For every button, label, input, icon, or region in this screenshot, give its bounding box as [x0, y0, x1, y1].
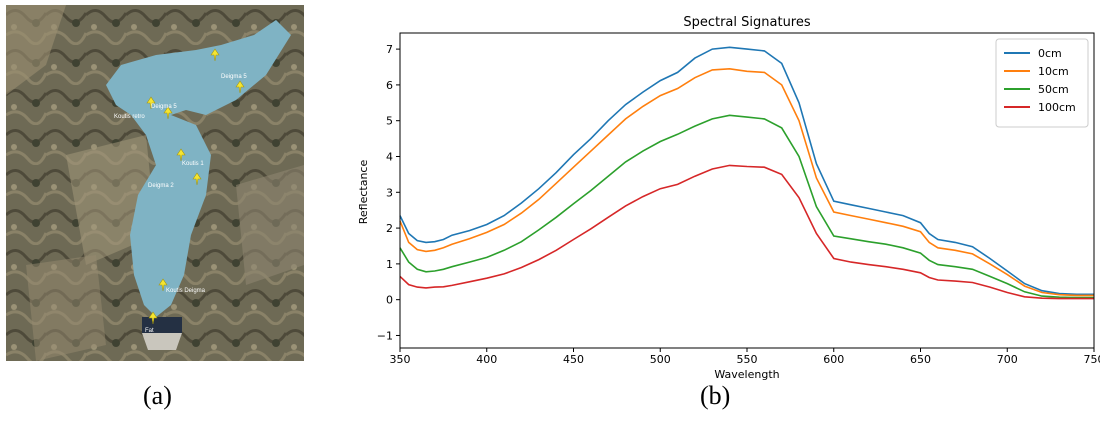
x-tick-label: 500 [650, 353, 671, 366]
legend-box [995, 38, 1089, 128]
x-tick-label: 650 [910, 353, 931, 366]
map-pin-4[interactable]: Koutis 1 [176, 148, 204, 167]
y-tick-label: 2 [386, 222, 393, 235]
y-tick-label: −1 [377, 329, 393, 342]
x-tick-label: 750 [1084, 353, 1101, 366]
x-tick-label: 600 [823, 353, 844, 366]
x-tick-label: 450 [563, 353, 584, 366]
pin-icon [148, 311, 158, 325]
map-label: Deigma 5 [151, 104, 177, 110]
pin-icon [192, 172, 202, 186]
y-tick-label: 7 [386, 43, 393, 56]
field-patch [26, 255, 106, 361]
map-label: Deigma 2 [148, 183, 174, 189]
reservoir-water [106, 20, 291, 317]
x-tick-label: 400 [476, 353, 497, 366]
map-label: Koutis Deigma [166, 288, 206, 294]
map-pin-2[interactable]: Deigma 5 [221, 74, 247, 94]
x-tick-label: 550 [737, 353, 758, 366]
x-tick-label: 350 [390, 353, 411, 366]
map-label: Koutis 1 [182, 161, 204, 167]
map-label: Deigma 5 [221, 74, 247, 80]
map-pin-6[interactable]: Koutis Deigma [158, 278, 206, 294]
y-axis-label: Reflectance [357, 160, 370, 225]
field-patch [236, 165, 304, 285]
satellite-map-svg: Deigma 5 Koutis retro Deigma 5 Koutis 1 … [6, 5, 304, 361]
dam-wall [142, 333, 182, 350]
x-tick-label: 700 [997, 353, 1018, 366]
y-tick-label: 6 [386, 79, 393, 92]
map-pin-7[interactable]: Fat [145, 311, 158, 334]
plot-frame [399, 32, 1095, 349]
x-axis-label: Wavelength [714, 368, 779, 381]
series-line-100cm [399, 164, 1094, 300]
plot-area: 350 400 450 500 550 600 650 700 750 −1 0 1 2 3 4 5 6 7 0cm… [377, 32, 1101, 366]
map-pin-3[interactable]: Koutis retro Deigma 5 [114, 96, 177, 120]
dam-structure [142, 317, 182, 333]
legend-label-10cm: 10cm [1038, 65, 1069, 78]
pin-icon [158, 278, 168, 292]
caption-a: (a) [143, 381, 172, 410]
field-patch [6, 5, 66, 95]
map-label: Koutis retro [114, 114, 145, 120]
legend-label-0cm: 0cm [1038, 47, 1062, 60]
y-tick-label: 4 [386, 150, 393, 163]
y-tick-label: 0 [386, 294, 393, 307]
y-tick-label: 1 [386, 258, 393, 271]
series-line-0cm [399, 46, 1094, 296]
pin-icon [146, 96, 156, 110]
caption-b: (b) [700, 381, 731, 410]
map-pin-1[interactable] [210, 48, 220, 62]
spectral-chart: Spectral Signatures Wavelength Reflectan… [357, 15, 1101, 381]
pin-icon [235, 80, 245, 94]
chart-title: Spectral Signatures [683, 15, 811, 30]
series-line-10cm [399, 67, 1094, 297]
pin-icon [176, 148, 186, 162]
y-tick-label: 5 [386, 115, 393, 128]
pin-icon [210, 48, 220, 62]
series-line-50cm [399, 114, 1094, 299]
map-label: Fat [145, 328, 154, 334]
legend-label-50cm: 50cm [1038, 83, 1069, 96]
satellite-map-image: Deigma 5 Koutis retro Deigma 5 Koutis 1 … [6, 5, 304, 361]
y-tick-label: 3 [386, 186, 393, 199]
pin-icon [163, 106, 173, 120]
map-pin-5[interactable]: Deigma 2 [148, 172, 202, 189]
legend-label-100cm: 100cm [1038, 101, 1076, 114]
